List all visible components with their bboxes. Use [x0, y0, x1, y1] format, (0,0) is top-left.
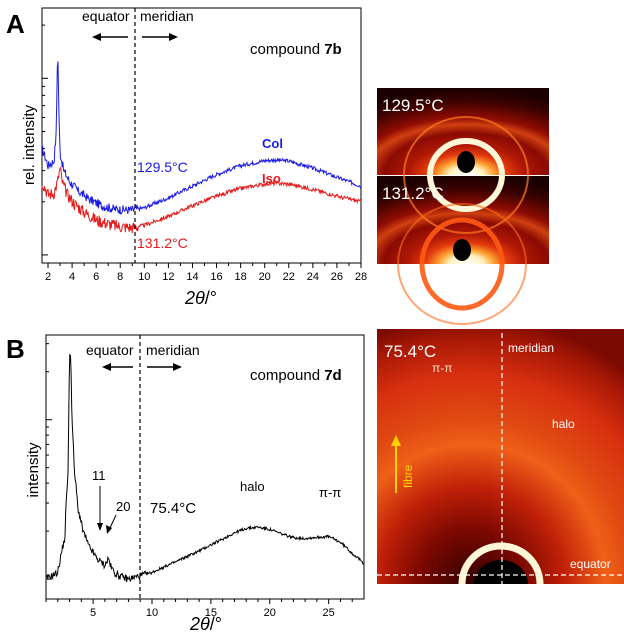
- peak-label-20: 20: [116, 499, 130, 514]
- panel-a-x-axis: 2 4 6 8 10 12 14 16 18 20 22 24 26 28: [45, 263, 367, 283]
- x-tick-label: 10: [146, 607, 158, 619]
- x-tick-label: 18: [234, 271, 246, 283]
- series-label-temp-b: 75.4°C: [150, 500, 196, 517]
- xrd-top-ring-inner: [427, 138, 505, 212]
- x-tick-label: 28: [355, 271, 367, 283]
- xrd-b-pipi: π-π: [432, 361, 453, 375]
- xrd-b-center-arc: [458, 542, 544, 585]
- panel-b-x-axis: 5 10 15 20 25: [45, 599, 353, 619]
- panel-b-ylabel: intensity: [25, 442, 42, 498]
- xrd-bottom-ring-inner: [419, 217, 505, 311]
- arrow-right-head: [169, 33, 178, 41]
- x-tick-label: 5: [90, 607, 96, 619]
- compound-prefix-a: compound: [250, 41, 324, 58]
- xrd-top-beamstop: [457, 151, 475, 173]
- xrd-b-temp: 75.4°C: [384, 342, 436, 361]
- series-label-col: Col: [262, 136, 283, 151]
- xrd-b-equator: equator: [570, 557, 611, 571]
- xrd-top-temp: 129.5°C: [382, 96, 444, 115]
- x-tick-label: 6: [93, 271, 99, 283]
- panel-a-letter: A: [6, 9, 25, 39]
- compound-prefix-b: compound: [250, 367, 324, 384]
- panel-b-xlabel: 2θ/°: [189, 614, 222, 634]
- x-tick-label: 14: [186, 271, 198, 283]
- panel-a-xlabel: 2θ/°: [184, 288, 217, 308]
- x-tick-label: 12: [162, 271, 174, 283]
- xrd-b-meridian: meridian: [508, 341, 554, 355]
- x-tick-label: 2: [45, 271, 51, 283]
- panel-b-y-axis: [46, 343, 52, 580]
- panel-b: B 5 10 15 20 25 equator meridian compound 7d…: [6, 334, 365, 634]
- xrd-bottom-beamstop: [453, 239, 471, 261]
- peak-label-11: 11: [92, 468, 106, 483]
- x-tick-label: 25: [323, 607, 335, 619]
- panel-b-plot-frame: [45, 334, 365, 600]
- xrd-b-beamstop: [474, 560, 528, 584]
- xlabel-theta-b: 2θ: [189, 614, 210, 634]
- panel-a-xrd-images: 129.5°C 131.2°C: [377, 88, 549, 325]
- panel-a-y-axis: [42, 24, 48, 256]
- xlabel-theta-a: 2θ: [184, 288, 205, 308]
- panel-a-plot-frame: [41, 7, 362, 264]
- xrd-top-ring-outer: [403, 116, 529, 234]
- series-label-iso-temp: 131.2°C: [137, 235, 188, 251]
- x-tick-label: 10: [138, 271, 150, 283]
- peak-arrow-20: [109, 514, 117, 529]
- series-col-line: [41, 61, 362, 215]
- x-tick-label: 4: [69, 271, 75, 283]
- xlabel-unit-b: /°: [210, 614, 222, 634]
- peak-arrowhead-20: [106, 525, 112, 534]
- x-tick-label: 16: [210, 271, 222, 283]
- label-meridian: meridian: [140, 8, 194, 24]
- arrow-left-head: [92, 33, 101, 41]
- series-iso-line: [41, 166, 362, 234]
- xrd-b-fibre: fibre: [401, 464, 415, 488]
- compound-title-b: compound 7d: [250, 367, 342, 384]
- compound-id-a: 7b: [324, 41, 342, 58]
- xlabel-unit-a: /°: [205, 288, 217, 308]
- label-equator: equator: [82, 8, 130, 24]
- xrd-bottom-temp: 131.2°C: [382, 184, 444, 203]
- xrd-b-halo: halo: [552, 417, 575, 431]
- x-tick-label: 15: [205, 607, 217, 619]
- arrow-right-head-b: [173, 363, 182, 371]
- series-label-col-temp: 129.5°C: [137, 159, 188, 175]
- xrd-bottom-ring-outer: [397, 203, 527, 325]
- panel-a: A 2 4 6 8 10 12 14 16 18 20 22 24 26 28 equator merid…: [6, 7, 367, 308]
- x-tick-label: 20: [259, 271, 271, 283]
- arrow-left-head-b: [102, 363, 111, 371]
- label-meridian-b: meridian: [146, 342, 200, 358]
- x-tick-label: 24: [307, 271, 319, 283]
- series-label-iso: Iso: [262, 171, 281, 186]
- label-equator-b: equator: [86, 342, 134, 358]
- fibre-arrow-head: [391, 435, 401, 446]
- compound-id-b: 7d: [324, 367, 342, 384]
- x-tick-label: 26: [331, 271, 343, 283]
- peak-arrowhead-11: [97, 523, 103, 531]
- x-tick-label: 8: [117, 271, 123, 283]
- x-tick-label: 22: [283, 271, 295, 283]
- x-tick-label: 20: [264, 607, 276, 619]
- panel-b-letter: B: [6, 334, 25, 364]
- panel-a-ylabel: rel. intensity: [21, 104, 38, 185]
- feature-label-pipi: π-π: [319, 485, 341, 500]
- panel-b-xrd-image: 75.4°C π-π meridian halo equator fibre: [377, 329, 624, 585]
- feature-label-halo: halo: [240, 479, 265, 494]
- xrd-image-b: [377, 329, 624, 584]
- compound-title-a: compound 7b: [250, 41, 342, 58]
- series-75-4-line: [46, 353, 365, 583]
